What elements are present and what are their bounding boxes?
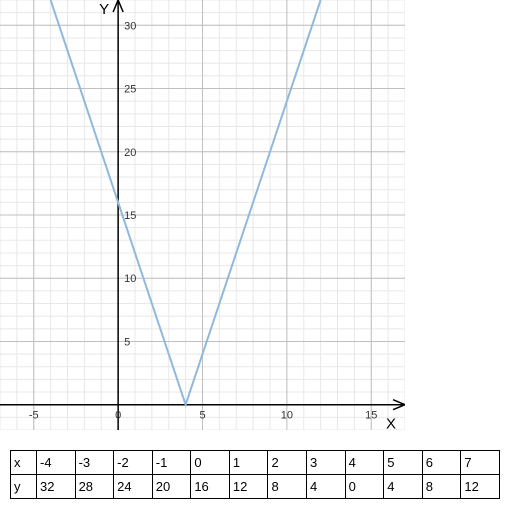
table-row: x-4-3-2-101234567 xyxy=(11,451,500,475)
data-cell: 0 xyxy=(345,475,384,499)
x-tick-label: -5 xyxy=(29,410,39,422)
y-tick-label: 20 xyxy=(124,147,136,159)
data-cell: 16 xyxy=(191,475,230,499)
data-cell: -1 xyxy=(152,451,191,475)
row-header: x xyxy=(11,451,37,475)
chart-container: -5 0 5 10 15 5 10 15 20 25 30 X Y xyxy=(0,0,405,430)
data-cell: -4 xyxy=(37,451,76,475)
x-tick-label: 0 xyxy=(115,410,121,422)
data-cell: 0 xyxy=(191,451,230,475)
x-tick-label: 15 xyxy=(365,410,377,422)
data-cell: 24 xyxy=(114,475,153,499)
data-cell: 1 xyxy=(229,451,268,475)
x-tick-label: 10 xyxy=(281,410,293,422)
table-row: y3228242016128404812 xyxy=(11,475,500,499)
y-axis-label: Y xyxy=(99,1,109,18)
y-tick-label: 10 xyxy=(124,273,136,285)
data-cell: 2 xyxy=(268,451,307,475)
data-cell: 8 xyxy=(422,475,461,499)
data-cell: 32 xyxy=(37,475,76,499)
data-cell: 12 xyxy=(229,475,268,499)
data-cell: 4 xyxy=(384,475,423,499)
data-cell: 5 xyxy=(384,451,423,475)
data-cell: 3 xyxy=(307,451,346,475)
data-cell: 7 xyxy=(461,451,500,475)
data-cell: 4 xyxy=(307,475,346,499)
data-table-container: x-4-3-2-101234567y3228242016128404812 xyxy=(10,450,500,499)
data-cell: 12 xyxy=(461,475,500,499)
data-table: x-4-3-2-101234567y3228242016128404812 xyxy=(10,450,500,499)
absolute-value-chart: -5 0 5 10 15 5 10 15 20 25 30 X Y xyxy=(0,0,405,430)
data-cell: 4 xyxy=(345,451,384,475)
x-tick-label: 5 xyxy=(199,410,205,422)
y-tick-label: 5 xyxy=(124,336,130,348)
data-cell: 6 xyxy=(422,451,461,475)
data-cell: 8 xyxy=(268,475,307,499)
row-header: y xyxy=(11,475,37,499)
data-cell: -2 xyxy=(114,451,153,475)
data-cell: 20 xyxy=(152,475,191,499)
data-cell: 28 xyxy=(75,475,114,499)
y-tick-label: 25 xyxy=(124,84,136,96)
y-tick-label: 30 xyxy=(124,20,136,32)
data-cell: -3 xyxy=(75,451,114,475)
y-tick-label: 15 xyxy=(124,210,136,222)
x-axis-label: X xyxy=(386,416,396,430)
